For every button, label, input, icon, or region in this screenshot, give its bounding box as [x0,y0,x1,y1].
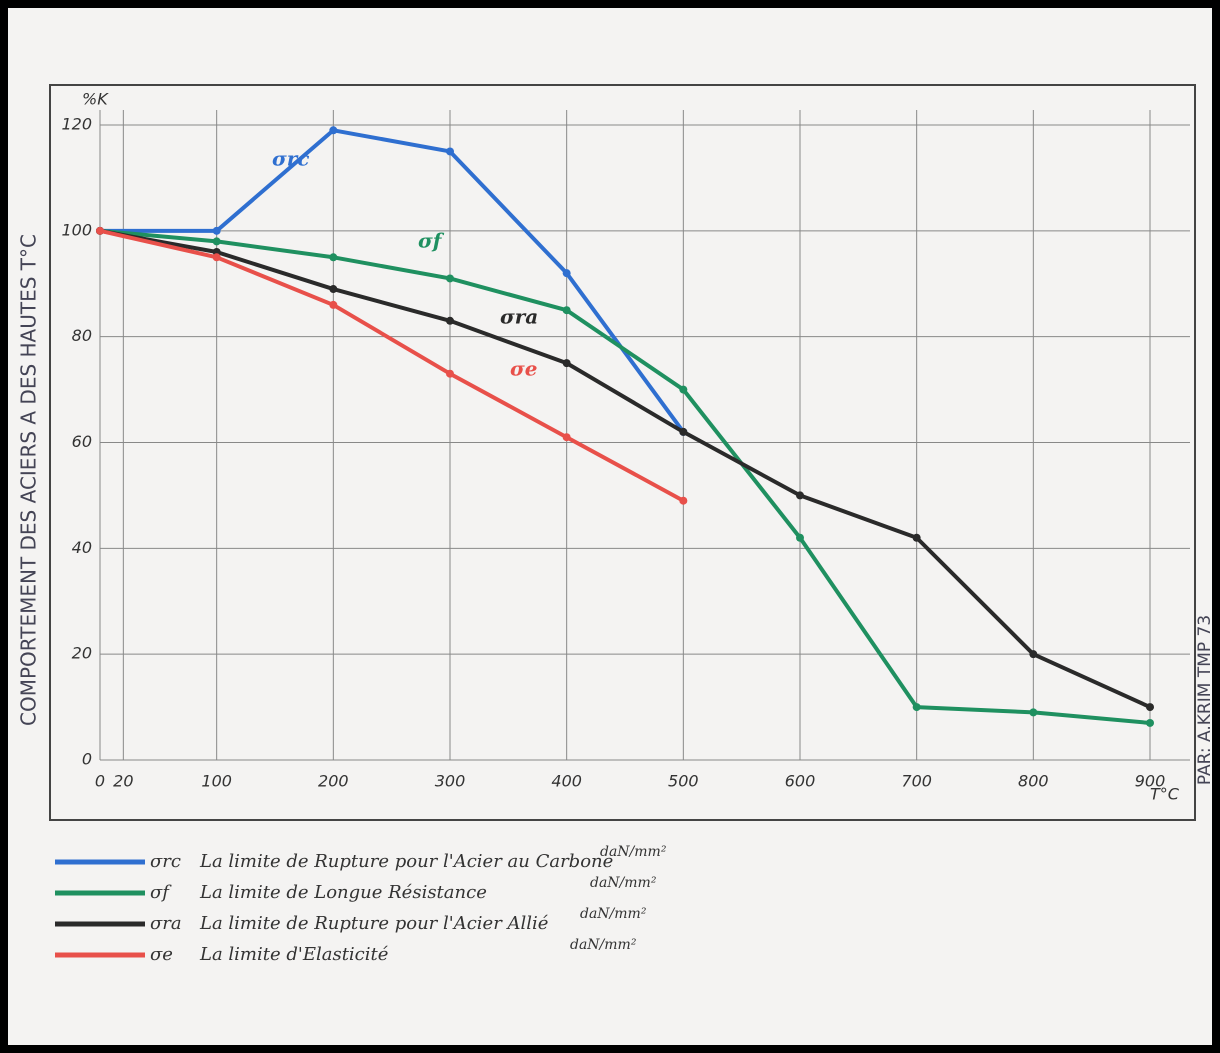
data-point [329,253,337,261]
x-tick-label: 600 [785,772,816,791]
y-tick-label: 80 [72,326,92,345]
data-point [213,227,221,235]
legend-description: La limite de Rupture pour l'Acier au Car… [199,851,613,872]
x-tick-label: 800 [1018,772,1049,791]
x-tick-label: 300 [435,772,466,791]
y-tick-label: 60 [72,432,92,451]
data-point [1029,650,1037,658]
legend-description: La limite de Longue Résistance [199,882,487,903]
author: PAR: A.KRIM TMP 73 [1195,615,1215,785]
data-point [1146,703,1154,711]
data-point [913,534,921,542]
chart: COMPORTEMENT DES ACIERS A DES HAUTES T°C… [0,0,1220,1053]
legend-name: σf [150,882,172,903]
data-point [329,126,337,134]
data-point [796,491,804,499]
legend-unit: daN/mm² [580,906,647,922]
data-point [329,301,337,309]
data-point [213,237,221,245]
data-point [446,317,454,325]
curve-label: σf [418,229,445,253]
data-point [913,703,921,711]
y-tick-label: 120 [61,115,92,134]
y-tick-label: 40 [72,538,92,557]
data-point [446,370,454,378]
legend-description: La limite d'Elasticité [199,944,389,965]
data-point [563,359,571,367]
x-tick-label: 200 [318,772,349,791]
y-tick-label: 20 [72,644,92,663]
legend-name: σrc [150,851,181,872]
curve-label: σra [500,305,538,329]
data-point [1146,719,1154,727]
data-point [563,269,571,277]
x-tick-label: 100 [201,772,232,791]
y-axis-label: %K [82,90,109,109]
data-point [563,306,571,314]
data-point [446,147,454,155]
x-tick-label: 20 [113,772,133,791]
legend-name: σra [150,913,182,934]
data-point [1029,708,1037,716]
legend-unit: daN/mm² [590,875,657,891]
chart-title: COMPORTEMENT DES ACIERS A DES HAUTES T°C [17,234,41,726]
legend-description: La limite de Rupture pour l'Acier Allié [199,913,549,934]
data-point [679,386,687,394]
x-tick-label: 500 [668,772,699,791]
x-tick-label: 900 [1135,772,1166,791]
data-point [329,285,337,293]
legend-name: σe [150,944,173,965]
x-tick-label: 700 [901,772,932,791]
data-point [679,428,687,436]
data-point [563,433,571,441]
legend-unit: daN/mm² [600,844,667,860]
curve-label: σrc [272,147,309,171]
data-point [446,274,454,282]
y-tick-label: 0 [82,750,92,769]
legend-unit: daN/mm² [570,937,637,953]
x-tick-label: 0 [95,772,105,791]
x-tick-label: 400 [551,772,582,791]
data-point [213,253,221,261]
data-point [96,227,104,235]
data-point [796,534,804,542]
data-point [679,497,687,505]
curve-label: σe [510,357,537,381]
y-tick-label: 100 [61,220,92,239]
